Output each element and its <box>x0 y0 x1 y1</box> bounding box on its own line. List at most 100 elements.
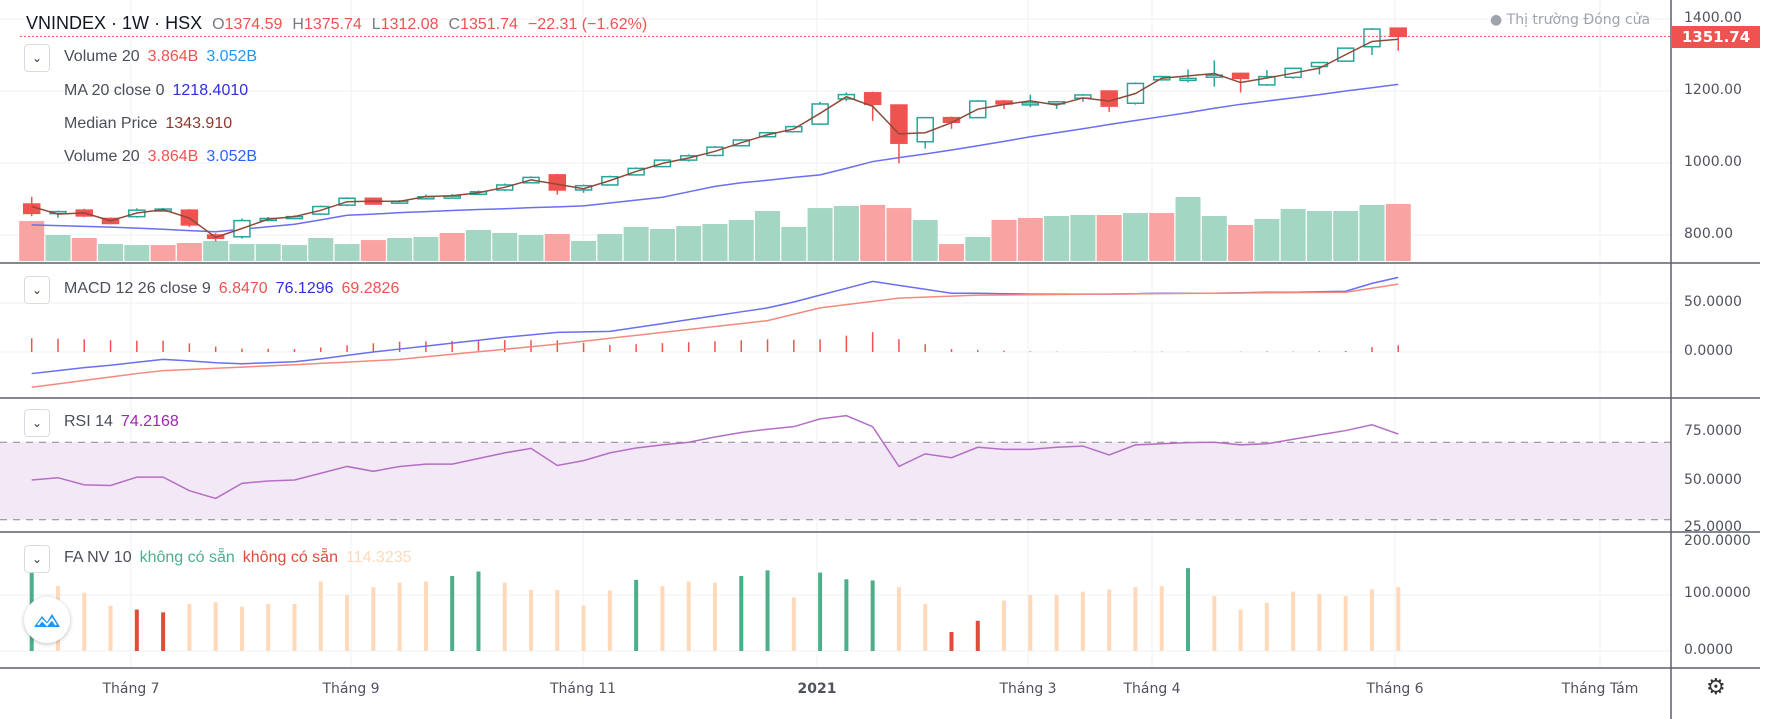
legend-value: 3.864B <box>147 48 199 65</box>
volume-bar <box>19 221 45 261</box>
legend-value: 74.2168 <box>120 413 179 430</box>
fa-bar <box>345 595 350 651</box>
time-axis-label: Tháng 9 <box>322 681 380 697</box>
volume-bar <box>544 234 570 261</box>
fa-bar <box>923 603 928 651</box>
volume-bar <box>1044 216 1070 261</box>
high-label: H <box>292 16 304 33</box>
price-axis-label: 1000.00 <box>1684 154 1742 170</box>
fa-bar <box>1369 589 1374 651</box>
legend-name: MA 20 close 0 <box>64 82 165 99</box>
fa-bar <box>1291 591 1296 651</box>
fa-bar <box>712 582 717 651</box>
fa-bar <box>1343 596 1348 651</box>
fa-bar <box>450 575 455 651</box>
fa-bar <box>949 631 954 651</box>
legend-rsi[interactable]: RSI 14 74.2168 <box>64 413 179 431</box>
legend-volume-2[interactable]: Volume 20 3.864B 3.052B <box>64 148 257 166</box>
volume-bar <box>255 244 281 261</box>
volume-bar <box>702 223 728 261</box>
fa-bar <box>1107 589 1112 651</box>
ma20-line <box>31 83 1399 233</box>
fa-bar <box>1317 593 1322 651</box>
fa-bar <box>870 580 875 651</box>
legend-value: không có sẵn <box>242 549 338 566</box>
fa-bar <box>502 582 507 651</box>
rsi-axis-label: 75.0000 <box>1684 423 1742 439</box>
legend-macd[interactable]: MACD 12 26 close 9 6.8470 76.1296 69.2826 <box>64 280 399 298</box>
candle-down <box>1389 27 1408 38</box>
legend-fa[interactable]: FA NV 10 không có sẵn không có sẵn 114.3235 <box>64 549 412 567</box>
legend-name: MACD 12 26 close 9 <box>64 280 211 297</box>
volume-bar <box>676 226 702 261</box>
market-status: ● Thị trường Đóng cửa <box>1490 12 1651 28</box>
fa-bar <box>581 605 586 651</box>
volume-bar <box>360 240 386 261</box>
collapse-legend-button[interactable]: ⌄ <box>24 44 50 72</box>
macd-axis-label: 50.0000 <box>1684 294 1742 310</box>
macd-axis-label: 0.0000 <box>1684 343 1733 359</box>
fa-bar <box>660 586 665 651</box>
fa-bar <box>686 581 691 651</box>
candle-down <box>890 104 908 144</box>
volume-bar <box>308 237 334 261</box>
fa-bar <box>765 570 770 651</box>
sep: · <box>111 13 118 33</box>
collapse-macd-button[interactable]: ⌄ <box>24 276 50 304</box>
legend-value: 69.2826 <box>341 280 400 297</box>
volume-bar <box>649 228 675 261</box>
legend-value: 76.1296 <box>275 280 334 297</box>
rsi-axis-label: 50.0000 <box>1684 472 1742 488</box>
volume-bar <box>807 208 833 261</box>
symbol-header: VNINDEX · 1W · HSX O1374.59 H1375.74 L13… <box>26 13 647 34</box>
candle-up <box>1258 75 1276 86</box>
volume-bar <box>518 235 544 261</box>
symbol-info[interactable]: VNINDEX · 1W · HSX <box>26 13 202 34</box>
legend-value: 114.3235 <box>345 549 412 566</box>
collapse-rsi-button[interactable]: ⌄ <box>24 409 50 437</box>
legend-median-price[interactable]: Median Price 1343.910 <box>64 115 232 133</box>
fa-bar <box>318 581 323 651</box>
volume-bar <box>1254 218 1280 261</box>
gear-icon[interactable]: ⚙ <box>1706 674 1726 699</box>
volume-bar <box>755 211 781 261</box>
volume-bar <box>1122 213 1148 261</box>
volume-bar <box>1228 225 1254 261</box>
legend-ma[interactable]: MA 20 close 0 1218.4010 <box>64 82 248 100</box>
fa-bar <box>529 589 534 651</box>
fa-bar <box>423 581 428 651</box>
price-axis-label: 1200.00 <box>1684 82 1742 98</box>
fa-bar <box>1264 602 1269 651</box>
volume-bar <box>1359 204 1385 261</box>
legend-volume[interactable]: Volume 20 3.864B 3.052B <box>64 48 257 66</box>
fa-bar <box>187 603 192 651</box>
legend-value: 3.052B <box>206 48 258 65</box>
volume-bar <box>1201 216 1227 261</box>
time-axis-label: Tháng 3 <box>999 681 1057 697</box>
legend-name: FA NV 10 <box>64 549 132 566</box>
fa-bar <box>896 587 901 651</box>
fa-axis-label: 200.0000 <box>1684 533 1751 549</box>
fa-bar <box>82 592 87 651</box>
volume-bar <box>1280 208 1306 261</box>
fa-bar <box>791 597 796 651</box>
volume-bar <box>492 232 518 261</box>
time-axis-label: 2021 <box>797 681 837 697</box>
fa-bar <box>1080 591 1085 651</box>
volume-bar <box>413 236 439 261</box>
volume-bar <box>1306 211 1332 261</box>
fa-bar <box>555 589 560 651</box>
volume-bar <box>965 236 991 261</box>
time-axis-label: Tháng 7 <box>102 681 160 697</box>
legend-value: không có sẵn <box>139 549 235 566</box>
legend-name: Volume 20 <box>64 48 140 65</box>
volume-bar <box>71 237 97 261</box>
close-label: C <box>448 16 461 33</box>
fa-bar <box>1186 568 1191 651</box>
candle-down <box>548 174 567 191</box>
collapse-fa-button[interactable]: ⌄ <box>24 545 50 573</box>
tradingview-logo[interactable] <box>24 597 70 643</box>
fa-bar <box>818 572 823 651</box>
candle-up <box>916 116 934 143</box>
